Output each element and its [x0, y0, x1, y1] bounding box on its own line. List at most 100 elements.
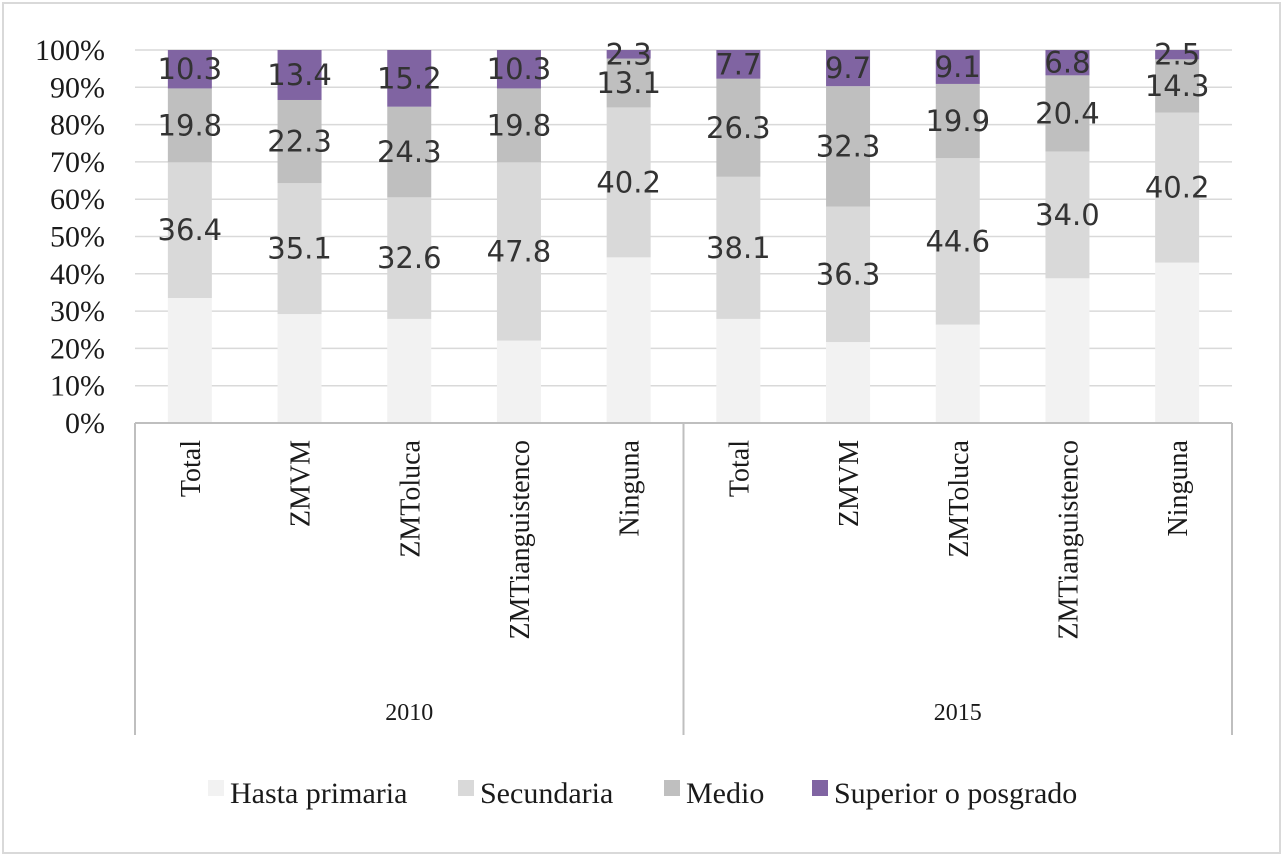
data-label: 24.3 — [377, 135, 442, 169]
bar-segment — [716, 50, 761, 79]
data-label: 26.3 — [706, 111, 771, 145]
legend: Hasta primaria Secundaria Medio Superior o … — [208, 777, 1077, 810]
y-tick-label: 90% — [50, 71, 105, 104]
data-label: 10.3 — [487, 52, 552, 86]
category-label: ZMTianguistenco — [1053, 440, 1084, 640]
data-label: 14.3 — [1145, 69, 1210, 103]
data-label: 36.4 — [158, 213, 223, 247]
y-tick-label: 80% — [50, 109, 105, 142]
bar-segment — [826, 86, 871, 207]
y-tick-label: 10% — [50, 370, 105, 403]
bar-segment — [167, 162, 212, 299]
bar-segment — [387, 106, 432, 198]
bar-segment — [606, 58, 651, 108]
y-tick-label: 20% — [50, 332, 105, 365]
bar-segment — [167, 88, 212, 163]
category-label: ZMVM — [286, 440, 317, 527]
bar-segment — [496, 340, 541, 423]
legend-swatch — [664, 780, 680, 796]
bar-segment — [1045, 75, 1090, 152]
data-label: 40.2 — [596, 165, 661, 199]
legend-label: Superior o posgrado — [834, 777, 1077, 810]
category-label: Ninguna — [615, 439, 646, 536]
bar-segment — [496, 50, 541, 89]
data-label: 35.1 — [267, 232, 332, 266]
bar-segment — [1155, 262, 1200, 423]
bar-segment — [935, 50, 980, 84]
legend-label: Secundaria — [480, 777, 613, 810]
bar-segment — [716, 318, 761, 423]
bar-segment — [935, 83, 980, 159]
bar-segment — [387, 197, 432, 319]
y-axis-ticks: 0% 10% 20% 30% 40% 50% 60% 70% 80% 90% 100% — [35, 34, 105, 440]
category-label: Ninguna — [1163, 439, 1194, 536]
bar-segment — [606, 257, 651, 423]
y-tick-label: 40% — [50, 258, 105, 291]
bar-segment — [716, 78, 761, 177]
data-label: 6.8 — [1044, 46, 1090, 80]
y-tick-label: 0% — [65, 407, 105, 440]
y-tick-label: 50% — [50, 221, 105, 254]
y-tick-label: 70% — [50, 146, 105, 179]
legend-swatch — [458, 780, 474, 796]
category-label: Total — [724, 440, 755, 497]
data-label: 10.3 — [158, 52, 223, 86]
bar-segment — [1045, 278, 1090, 423]
data-label: 22.3 — [267, 125, 332, 159]
data-label: 2.5 — [1154, 38, 1200, 72]
category-labels: Total ZMVM ZMToluca ZMTianguistenco Ninguna T… — [176, 439, 1194, 639]
y-tick-label: 100% — [35, 34, 105, 67]
bar-segment — [826, 206, 871, 343]
bar-segment — [606, 50, 651, 59]
bar-segment — [1155, 112, 1200, 263]
bar-segment — [277, 50, 322, 100]
group-label: 2015 — [934, 700, 982, 726]
legend-swatch — [208, 780, 224, 796]
bar-segment — [606, 107, 651, 258]
data-label: 20.4 — [1035, 96, 1100, 130]
bar-segment — [387, 318, 432, 423]
bar-segment — [277, 183, 322, 315]
data-label: 36.3 — [816, 257, 881, 291]
data-label: 7.7 — [715, 47, 761, 81]
data-label: 9.7 — [825, 51, 871, 85]
data-label: 19.9 — [925, 104, 990, 138]
axes — [134, 422, 1233, 735]
data-label: 2.3 — [606, 37, 652, 71]
bar-segment — [1045, 151, 1090, 279]
data-label: 19.8 — [487, 108, 552, 142]
legend-swatch — [812, 780, 828, 796]
bar-segment — [826, 50, 871, 87]
data-label: 32.3 — [816, 129, 881, 163]
data-label: 34.0 — [1035, 198, 1100, 232]
bar-segment — [277, 314, 322, 423]
data-labels: 36.4 19.8 10.3 35.1 22.3 13.4 32.6 24.3 15.2 47.8… — [158, 37, 1210, 291]
bar-segment — [496, 88, 541, 163]
group-labels: 2010 2015 — [385, 700, 982, 726]
bar-segment — [935, 324, 980, 423]
y-tick-label: 30% — [50, 295, 105, 328]
group-label: 2010 — [385, 700, 433, 726]
bar-segment — [496, 162, 541, 341]
bar-segment — [387, 50, 432, 107]
data-label: 13.4 — [267, 58, 332, 92]
data-label: 32.6 — [377, 241, 442, 275]
bar-segment — [826, 342, 871, 423]
data-label: 44.6 — [925, 224, 990, 258]
data-label: 47.8 — [487, 234, 552, 268]
category-label: ZMToluca — [944, 439, 975, 557]
data-label: 40.2 — [1145, 171, 1210, 205]
bar-segment — [1155, 59, 1200, 113]
bar-segment — [277, 99, 322, 184]
category-label: ZMTianguistenco — [505, 440, 536, 640]
data-label: 9.1 — [935, 50, 981, 84]
y-tick-label: 60% — [50, 183, 105, 216]
bar-segment — [935, 158, 980, 325]
bar-segment — [1155, 50, 1200, 60]
data-label: 38.1 — [706, 231, 771, 265]
bars — [167, 50, 1200, 423]
data-label: 19.8 — [158, 108, 223, 142]
category-label: ZMVM — [834, 440, 865, 527]
legend-label: Hasta primaria — [230, 777, 407, 810]
